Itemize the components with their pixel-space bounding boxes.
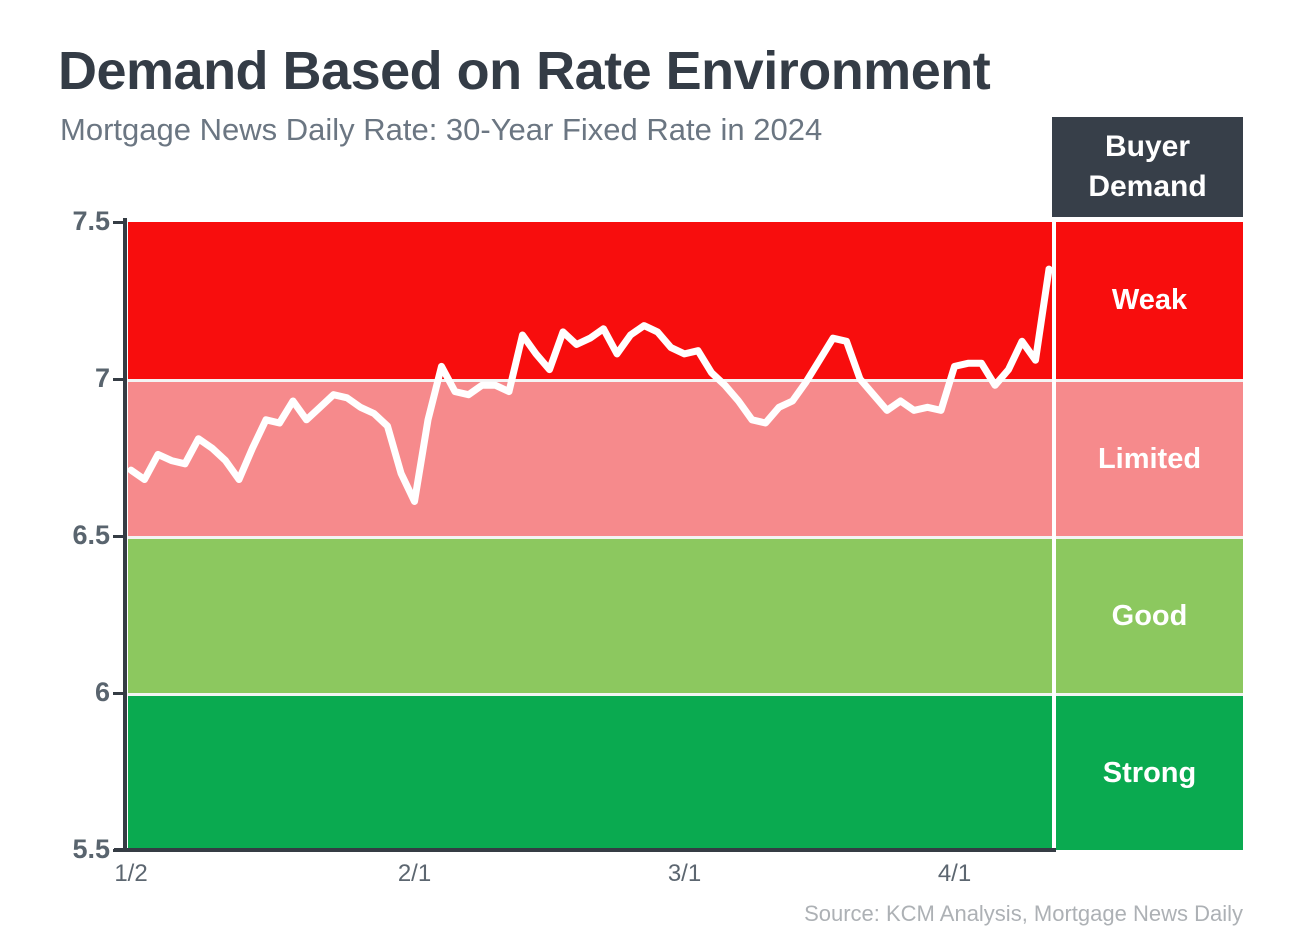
buyer-demand-legend-column: Weak Limited Good Strong bbox=[1056, 222, 1243, 850]
legend-band-label-limited: Limited bbox=[1097, 442, 1202, 475]
rate-band-weak bbox=[128, 222, 1052, 379]
legend-band-strong: Strong bbox=[1056, 693, 1243, 850]
legend-band-limited: Limited bbox=[1056, 379, 1243, 536]
rate-band-good bbox=[128, 536, 1052, 693]
y-tick-label-6.5: 6.5 bbox=[72, 520, 110, 550]
legend-band-good: Good bbox=[1056, 536, 1243, 693]
y-tick-5.5 bbox=[113, 849, 123, 852]
y-tick-6.5 bbox=[113, 535, 123, 538]
legend-band-label-weak: Weak bbox=[1111, 284, 1188, 316]
y-tick-7 bbox=[113, 378, 123, 381]
x-tick-label-2-1: 2/1 bbox=[397, 860, 432, 887]
x-axis-line bbox=[114, 848, 1056, 852]
page-subtitle: Mortgage News Daily Rate: 30-Year Fixed … bbox=[60, 112, 823, 147]
x-tick-label-3-1: 3/1 bbox=[667, 860, 702, 887]
buyer-demand-legend-header-label: Buyer Demand bbox=[1088, 129, 1207, 204]
rate-band-strong bbox=[128, 693, 1052, 850]
legend-band-label-good: Good bbox=[1111, 599, 1188, 632]
x-tick-label-1-2: 1/2 bbox=[114, 860, 148, 887]
y-tick-label-5.5: 5.5 bbox=[72, 834, 110, 864]
y-tick-6 bbox=[113, 692, 123, 695]
buyer-demand-legend-header: Buyer Demand bbox=[1052, 117, 1243, 217]
y-tick-label-6: 6 bbox=[94, 677, 110, 707]
x-tick-label-4-1: 4/1 bbox=[937, 860, 972, 887]
legend-band-label-strong: Strong bbox=[1102, 756, 1197, 789]
y-tick-label-7: 7 bbox=[94, 363, 110, 393]
rate-band-plot-area bbox=[128, 222, 1052, 850]
rate-band-limited bbox=[128, 379, 1052, 536]
y-axis-line bbox=[123, 218, 127, 852]
y-tick-label-7.5: 7.5 bbox=[72, 206, 110, 236]
y-tick-7.5 bbox=[113, 221, 123, 224]
page-title: Demand Based on Rate Environment bbox=[58, 41, 991, 101]
source-attribution: Source: KCM Analysis, Mortgage News Dail… bbox=[804, 901, 1243, 926]
legend-band-weak: Weak bbox=[1056, 222, 1243, 379]
